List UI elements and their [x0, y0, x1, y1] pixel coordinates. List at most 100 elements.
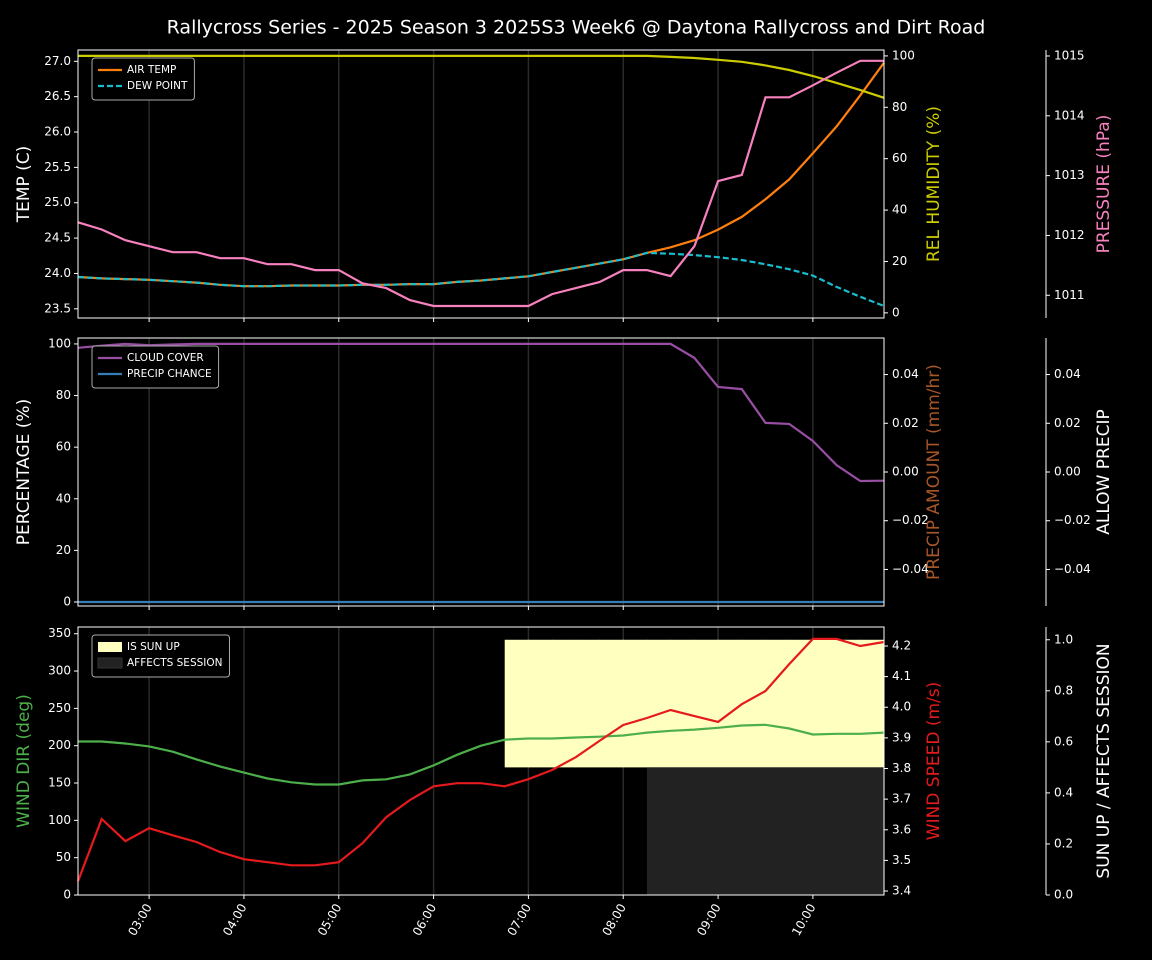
- y3-tick-label: 0.2: [1054, 836, 1073, 850]
- y2-tick-label: 60: [892, 151, 907, 165]
- legend-label: IS SUN UP: [127, 641, 180, 653]
- y2-tick-label: 4.1: [892, 669, 911, 683]
- band: [789, 767, 814, 895]
- y2-tick-label: 0.00: [892, 465, 919, 479]
- legend-label: AIR TEMP: [127, 64, 176, 76]
- y2-tick-label: 20: [892, 254, 907, 268]
- axis-label: PRESSURE (hPa): [1094, 115, 1114, 254]
- x-tick-label: 10:00: [789, 901, 818, 938]
- y3-tick-label: −0.02: [1054, 513, 1091, 527]
- plot-frame: [77, 626, 885, 896]
- legend-label: AFFECTS SESSION: [127, 657, 223, 669]
- axis-label: PRECIP AMOUNT (mm/hr): [924, 364, 944, 580]
- y-tick-label: 100: [48, 813, 71, 827]
- y3-tick-label: 1015: [1054, 48, 1085, 62]
- band: [599, 639, 624, 768]
- line: [77, 251, 885, 308]
- band: [860, 767, 885, 895]
- legend-box: [91, 634, 230, 678]
- y-tick-label: 25.5: [44, 160, 71, 174]
- axis-label: WIND SPEED (m/s): [924, 682, 944, 840]
- legend-label: DEW POINT: [127, 80, 188, 92]
- y-tick-label: 300: [48, 664, 71, 678]
- legend-label: CLOUD COVER: [127, 352, 204, 364]
- band: [694, 639, 719, 768]
- y-tick-label: 26.0: [44, 125, 71, 139]
- line: [77, 62, 885, 288]
- y-tick-label: 40: [56, 491, 71, 505]
- x-tick-label: 09:00: [694, 901, 723, 938]
- y-tick-label: 0: [63, 595, 71, 609]
- axis-label: REL HUMIDITY (%): [924, 106, 944, 262]
- y2-tick-label: 4.0: [892, 700, 911, 714]
- y2-tick-label: 3.8: [892, 761, 911, 775]
- band: [670, 639, 695, 768]
- y2-tick-label: −0.04: [892, 562, 929, 576]
- y-tick-label: 350: [48, 626, 71, 640]
- y-tick-label: 80: [56, 388, 71, 402]
- axis-label: PERCENTAGE (%): [14, 399, 34, 545]
- chart-title: Rallycross Series - 2025 Season 3 2025S3…: [167, 17, 986, 39]
- y3-tick-label: 0.00: [1054, 465, 1081, 479]
- band: [694, 767, 719, 895]
- y2-tick-label: 3.4: [892, 884, 911, 898]
- y2-tick-label: 80: [892, 100, 907, 114]
- y-tick-label: 27.0: [44, 54, 71, 68]
- axis-label: TEMP (C): [14, 146, 34, 224]
- legend-swatch: [98, 642, 122, 652]
- band: [623, 639, 648, 768]
- y3-tick-label: 1011: [1054, 288, 1085, 302]
- band: [836, 767, 861, 895]
- x-tick-label: 08:00: [599, 901, 628, 938]
- band: [528, 639, 553, 768]
- line: [77, 59, 884, 308]
- y-tick-label: 50: [56, 850, 71, 864]
- y-tick-label: 150: [48, 776, 71, 790]
- legend-box: [91, 57, 195, 101]
- band: [812, 639, 838, 768]
- axis-label: WIND DIR (deg): [14, 694, 34, 828]
- band: [552, 639, 577, 768]
- y2-tick-label: 0.04: [892, 367, 919, 381]
- legend: IS SUN UP AFFECTS SESSION: [91, 634, 230, 678]
- y-tick-label: 20: [56, 543, 71, 557]
- legend: CLOUD COVER PRECIP CHANCE: [91, 345, 220, 389]
- y-tick-label: 24.0: [44, 266, 71, 280]
- y3-tick-label: 1013: [1054, 168, 1085, 182]
- y-tick-label: 100: [48, 336, 71, 350]
- band: [646, 639, 672, 768]
- y2-tick-label: 3.7: [892, 792, 911, 806]
- x-tick-label: 04:00: [220, 901, 249, 938]
- y-tick-label: 25.0: [44, 195, 71, 209]
- x-tick-label: 06:00: [410, 901, 439, 938]
- y3-tick-label: 0.8: [1054, 683, 1073, 697]
- band: [741, 639, 766, 768]
- y-tick-label: 23.5: [44, 301, 71, 315]
- y2-tick-label: −0.02: [892, 513, 929, 527]
- y-tick-label: 24.5: [44, 231, 71, 245]
- y3-tick-label: −0.04: [1054, 562, 1091, 576]
- y2-tick-label: 3.9: [892, 730, 911, 744]
- band: [765, 767, 790, 895]
- y3-tick-label: 0.0: [1054, 888, 1073, 902]
- x-tick-label: 05:00: [315, 901, 344, 938]
- band: [718, 767, 743, 895]
- axis-label: SUN UP / AFFECTS SESSION: [1094, 643, 1114, 878]
- y-tick-label: 26.5: [44, 89, 71, 103]
- y3-tick-label: 0.4: [1054, 785, 1073, 799]
- band: [670, 767, 695, 895]
- legend-box: [91, 345, 220, 389]
- y2-tick-label: 100: [892, 48, 915, 62]
- y2-tick-label: 0.02: [892, 416, 919, 430]
- x-tick-label: 07:00: [505, 901, 534, 938]
- line: [78, 723, 885, 786]
- plot-frame: [77, 49, 885, 319]
- y3-tick-label: 1012: [1054, 228, 1085, 242]
- legend: AIR TEMP DEW POINT: [91, 57, 195, 101]
- line: [77, 342, 885, 483]
- y2-tick-label: 4.2: [892, 638, 911, 652]
- line: [78, 54, 885, 99]
- legend-swatch: [97, 657, 123, 669]
- band: [504, 639, 529, 768]
